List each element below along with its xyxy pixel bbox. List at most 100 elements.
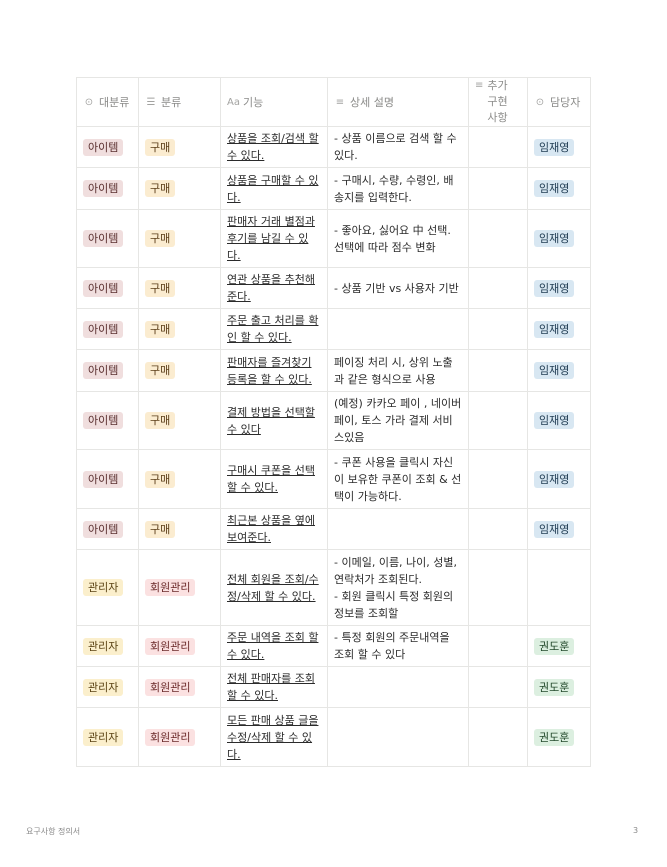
category-cell-tag: 아이템 xyxy=(83,180,124,197)
class-cell-tag: 회원관리 xyxy=(145,637,196,655)
function-cell: 상품을 조회/검색 할 수 있다. xyxy=(220,126,328,168)
category-cell: 아이템 xyxy=(76,167,139,210)
extra-cell xyxy=(468,707,528,767)
function-cell: 전체 판매자를 조회 할 수 있다. xyxy=(220,666,328,708)
category-cell: 관리자 xyxy=(76,707,139,767)
category-cell: 관리자 xyxy=(76,666,139,708)
category-cell-tag: 아이템 xyxy=(83,520,124,538)
class-cell-tag: 회원관리 xyxy=(145,728,196,746)
category-cell-tag: 관리자 xyxy=(83,579,124,596)
list-icon: ☰ xyxy=(146,96,156,108)
requirements-table: ⊙ 대분류 ☰ 분류 Aa 기능 ≡ 상세 설명 ≡ 추가 구현 사항 ⊙ 담당자 아이템 구… xyxy=(76,77,591,767)
table-row: 아이템 구매 결제 방법을 선택할 수 있다 (예정) 카카오 페이 , 네이버 페이… xyxy=(76,391,591,450)
category-cell: 아이템 xyxy=(76,126,139,168)
owner-cell-tag: 권도훈 xyxy=(534,728,575,746)
detail-cell: - 좋아요, 싫어요 中 선택. 선택에 따라 점수 변화 xyxy=(327,209,469,268)
table-row: 관리자 회원관리 전체 회원을 조회/수정/삭제 할 수 있다. - 이메일, 이름,… xyxy=(76,549,591,626)
owner-cell: 임재영 xyxy=(527,391,591,450)
detail-cell: - 구매시, 수량, 수령인, 배송지를 입력한다. xyxy=(327,167,469,210)
function-cell: 구매시 쿠폰을 선택 할 수 있다. xyxy=(220,449,328,509)
class-cell-tag: 구매 xyxy=(145,362,176,379)
class-cell: 구매 xyxy=(138,449,221,509)
category-cell-tag: 아이템 xyxy=(83,320,124,338)
owner-cell: 임재영 xyxy=(527,308,591,350)
detail-cell: - 상품 기반 vs 사용자 기반 xyxy=(327,267,469,309)
owner-cell-tag: 임재영 xyxy=(534,470,575,488)
function-cell: 연관 상품을 추천해준다. xyxy=(220,267,328,309)
category-cell-tag: 관리자 xyxy=(83,678,124,696)
class-cell: 구매 xyxy=(138,267,221,309)
table-row: 관리자 회원관리 주문 내역을 조회 할 수 있다. - 특정 회원의 주문내역을 조… xyxy=(76,625,591,667)
class-cell: 회원관리 xyxy=(138,549,221,626)
detail-cell: - 쿠폰 사용을 클릭시 자신이 보유한 쿠폰이 조회 & 선택이 가능하다. xyxy=(327,449,469,509)
category-cell: 아이템 xyxy=(76,349,139,392)
class-cell: 구매 xyxy=(138,209,221,268)
page-number: 3 xyxy=(633,826,639,835)
owner-cell: 임재영 xyxy=(527,349,591,392)
owner-cell: 권도훈 xyxy=(527,625,591,667)
category-cell: 관리자 xyxy=(76,549,139,626)
extra-cell xyxy=(468,209,528,268)
category-cell-tag: 아이템 xyxy=(83,279,124,297)
header-extra: ≡ 추가 구현 사항 xyxy=(468,77,528,127)
owner-cell-tag: 임재영 xyxy=(534,279,575,297)
detail-cell xyxy=(327,508,469,550)
header-detail: ≡ 상세 설명 xyxy=(327,77,469,127)
extra-cell xyxy=(468,625,528,667)
category-cell-tag: 아이템 xyxy=(83,470,124,488)
table-header-row: ⊙ 대분류 ☰ 분류 Aa 기능 ≡ 상세 설명 ≡ 추가 구현 사항 ⊙ 담당자 xyxy=(76,77,591,127)
owner-cell: 임재영 xyxy=(527,167,591,210)
detail-cell: (예정) 카카오 페이 , 네이버 페이, 토스 가라 결제 서비스있음 xyxy=(327,391,469,450)
text-type-icon: Aa xyxy=(227,96,240,108)
detail-cell: - 상품 이름으로 검색 할 수 있다. xyxy=(327,126,469,168)
category-cell: 관리자 xyxy=(76,625,139,667)
owner-cell-tag: 권도훈 xyxy=(534,637,575,655)
owner-cell: 임재영 xyxy=(527,508,591,550)
function-cell: 상품을 구매할 수 있다. xyxy=(220,167,328,210)
category-cell-tag: 아이템 xyxy=(83,138,124,156)
table-row: 아이템 구매 주문 출고 처리를 확인 할 수 있다. 임재영 xyxy=(76,308,591,350)
table-row: 아이템 구매 상품을 조회/검색 할 수 있다. - 상품 이름으로 검색 할 수 있… xyxy=(76,126,591,168)
owner-cell-tag: 임재영 xyxy=(534,362,575,379)
table-row: 아이템 구매 최근본 상품을 옆에 보여준다. 임재영 xyxy=(76,508,591,550)
class-cell: 구매 xyxy=(138,167,221,210)
class-cell-tag: 구매 xyxy=(145,412,176,429)
table-row: 아이템 구매 구매시 쿠폰을 선택 할 수 있다. - 쿠폰 사용을 클릭시 자신이 … xyxy=(76,449,591,509)
class-cell: 회원관리 xyxy=(138,707,221,767)
class-cell-tag: 구매 xyxy=(145,470,176,488)
table-row: 아이템 구매 상품을 구매할 수 있다. - 구매시, 수량, 수령인, 배송지를 입… xyxy=(76,167,591,210)
class-cell-tag: 구매 xyxy=(145,320,176,338)
class-cell-tag: 구매 xyxy=(145,520,176,538)
extra-cell xyxy=(468,167,528,210)
owner-cell: 권도훈 xyxy=(527,707,591,767)
extra-cell xyxy=(468,508,528,550)
detail-cell: - 이메일, 이름, 나이, 성별, 연락처가 조회된다. - 회원 클릭시 특… xyxy=(327,549,469,626)
class-cell: 회원관리 xyxy=(138,625,221,667)
owner-cell-tag: 임재영 xyxy=(534,412,575,429)
class-cell-tag: 구매 xyxy=(145,180,176,197)
detail-cell xyxy=(327,707,469,767)
extra-cell xyxy=(468,349,528,392)
detail-cell: - 특정 회원의 주문내역을 조회 할 수 있다 xyxy=(327,625,469,667)
class-cell: 구매 xyxy=(138,508,221,550)
extra-cell xyxy=(468,126,528,168)
table-row: 아이템 구매 연관 상품을 추천해준다. - 상품 기반 vs 사용자 기반 임재영 xyxy=(76,267,591,309)
category-cell: 아이템 xyxy=(76,308,139,350)
table-row: 아이템 구매 판매자를 즐겨찾기 등록을 할 수 있다. 페이징 처리 시, 상위 노… xyxy=(76,349,591,392)
function-cell: 전체 회원을 조회/수정/삭제 할 수 있다. xyxy=(220,549,328,626)
class-cell-tag: 구매 xyxy=(145,279,176,297)
owner-cell xyxy=(527,549,591,626)
owner-cell: 권도훈 xyxy=(527,666,591,708)
category-cell: 아이템 xyxy=(76,267,139,309)
header-category: ⊙ 대분류 xyxy=(76,77,139,127)
footer-title: 요구사항 정의서 xyxy=(26,827,81,836)
owner-cell: 임재영 xyxy=(527,267,591,309)
extra-cell xyxy=(468,391,528,450)
table-row: 관리자 회원관리 전체 판매자를 조회 할 수 있다. 권도훈 xyxy=(76,666,591,708)
extra-cell xyxy=(468,549,528,626)
category-cell-tag: 관리자 xyxy=(83,637,124,655)
category-cell-tag: 아이템 xyxy=(83,362,124,379)
category-cell: 아이템 xyxy=(76,508,139,550)
owner-cell-tag: 임재영 xyxy=(534,520,575,538)
function-cell: 결제 방법을 선택할 수 있다 xyxy=(220,391,328,450)
